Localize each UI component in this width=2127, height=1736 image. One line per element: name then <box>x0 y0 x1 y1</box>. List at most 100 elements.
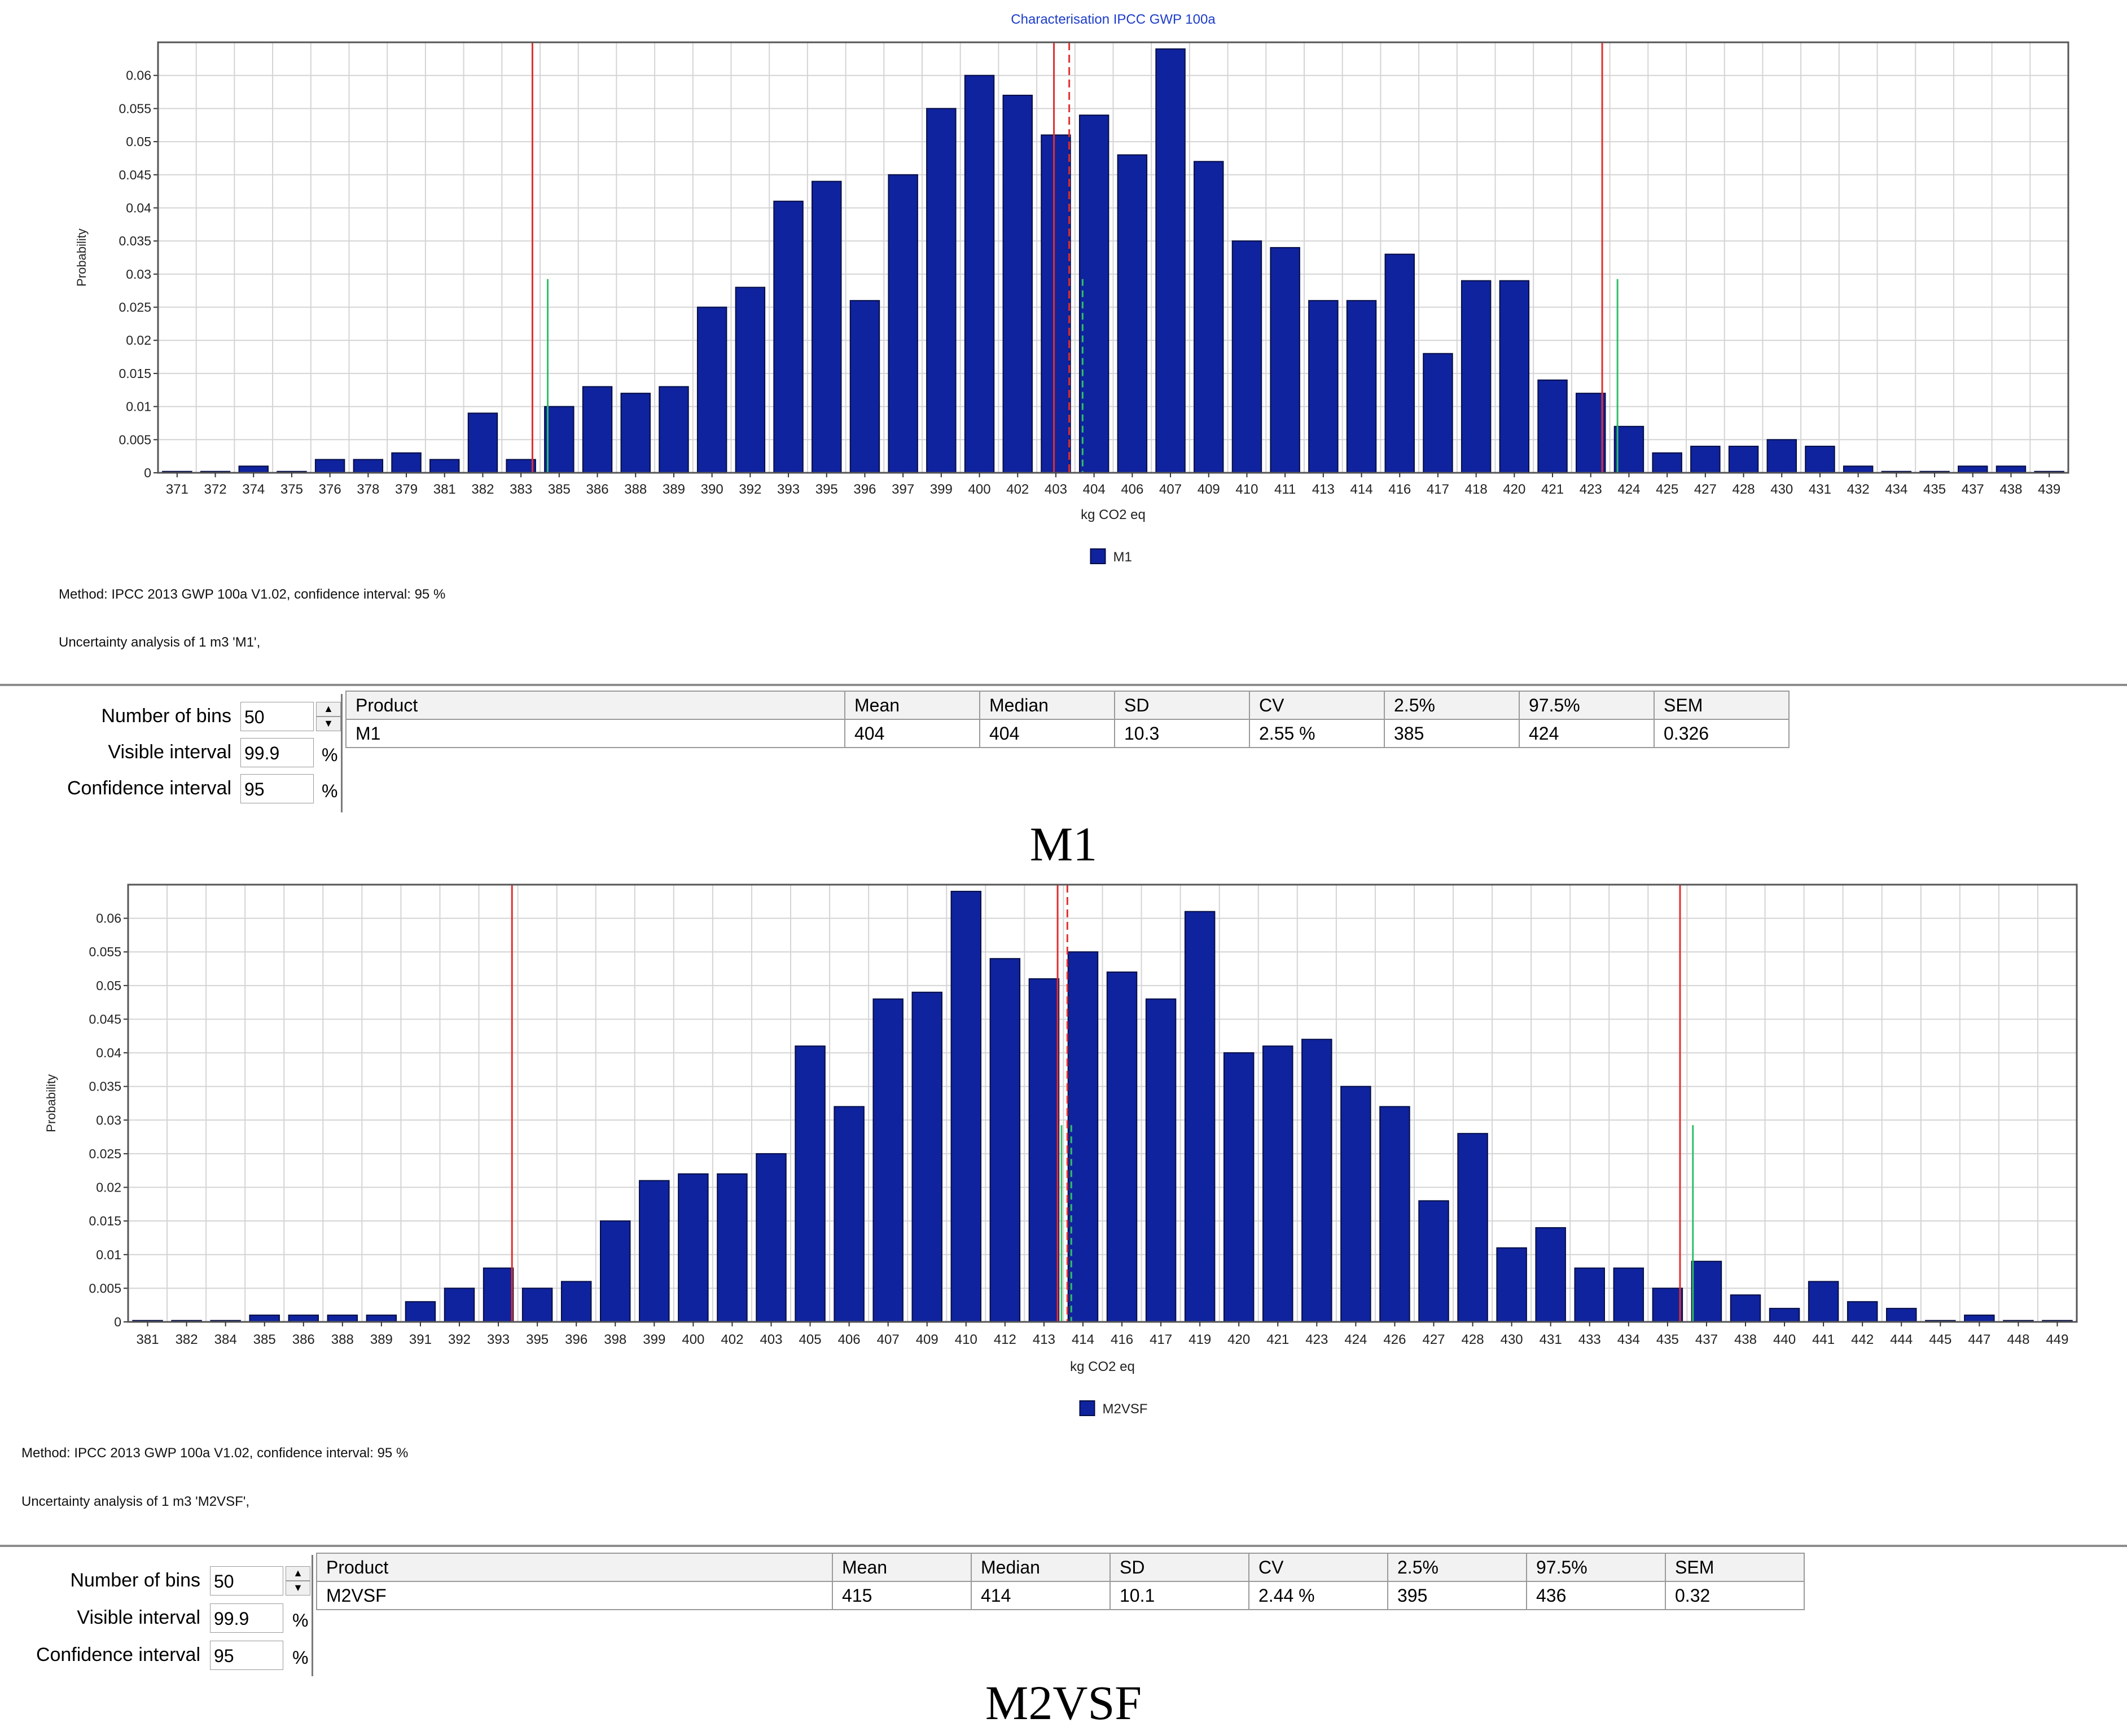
x-tick-label: 379 <box>395 482 418 497</box>
bar <box>521 1287 553 1323</box>
x-tick-label: 431 <box>1809 482 1831 497</box>
visible-pct-m1: % <box>322 745 338 765</box>
stats-table-m2vsf: Product Mean Median SD CV 2.5% 97.5% SEM… <box>316 1553 1805 1610</box>
bins-input-m2vsf[interactable]: 50 <box>210 1566 283 1596</box>
y-tick-label: 0.015 <box>89 1214 121 1228</box>
y-tick-label: 0.035 <box>89 1079 121 1094</box>
bar <box>1002 94 1033 473</box>
analysis-text-m1: Uncertainty analysis of 1 m3 'M1', <box>59 635 261 650</box>
x-tick-label: 440 <box>1773 1332 1796 1347</box>
y-tick-label: 0 <box>144 465 151 480</box>
bar <box>391 452 422 473</box>
bar <box>926 108 957 473</box>
confidence-label-m1: Confidence interval <box>67 777 231 799</box>
y-tick-label: 0.055 <box>119 101 151 116</box>
table-row[interactable]: M2VSF 415 414 10.1 2.44 % 395 436 0.32 <box>316 1581 1805 1610</box>
confidence-input-m1[interactable]: 95 <box>240 774 314 803</box>
y-tick-label: 0.01 <box>126 399 151 414</box>
cell-sd: 10.1 <box>1109 1581 1249 1610</box>
bar <box>964 74 995 473</box>
confidence-pct-m2vsf: % <box>292 1647 309 1668</box>
bins-spin-up-m2vsf[interactable]: ▲ <box>286 1566 310 1581</box>
bar <box>1384 253 1415 473</box>
x-tick-label: 448 <box>2007 1332 2029 1347</box>
x-tick-label: 432 <box>1847 482 1870 497</box>
bar <box>1423 353 1453 474</box>
bar <box>1379 1106 1410 1322</box>
bins-input-m1[interactable]: 50 <box>240 702 314 731</box>
bins-spin-up-m1[interactable]: ▲ <box>316 702 341 717</box>
x-tick-label: 411 <box>1274 482 1296 497</box>
x-tick-label: 390 <box>701 482 723 497</box>
col-p97-5: 97.5% <box>1526 1553 1666 1582</box>
bar <box>1184 911 1216 1322</box>
method-text-m2vsf: Method: IPCC 2013 GWP 100a V1.02, confid… <box>21 1445 409 1461</box>
bar <box>773 200 804 473</box>
x-tick-label: 420 <box>1503 482 1525 497</box>
bar <box>1730 1294 1761 1322</box>
confidence-input-m2vsf[interactable]: 95 <box>210 1641 283 1670</box>
x-tick-label: 439 <box>2038 482 2060 497</box>
cell-p2-5: 385 <box>1384 719 1520 748</box>
cell-product: M1 <box>345 719 845 748</box>
cell-p2-5: 395 <box>1387 1581 1527 1610</box>
y-tick-label: 0.06 <box>126 68 151 83</box>
controls-divider-m2vsf <box>312 1555 313 1676</box>
cell-p97-5: 424 <box>1519 719 1655 748</box>
table-row[interactable]: M1 404 404 10.3 2.55 % 385 424 0.326 <box>345 719 1790 748</box>
x-tick-label: 430 <box>1770 482 1793 497</box>
bar <box>288 1315 319 1322</box>
legend-swatch <box>1079 1400 1095 1416</box>
x-tick-label: 406 <box>1121 482 1143 497</box>
x-tick-label: 430 <box>1501 1332 1523 1347</box>
y-tick-label: 0.03 <box>96 1113 121 1127</box>
x-tick-label: 435 <box>1656 1332 1679 1347</box>
x-tick-label: 382 <box>471 482 494 497</box>
visible-input-m2vsf[interactable]: 99.9 <box>210 1603 283 1633</box>
col-product: Product <box>345 691 845 720</box>
plot-frame <box>127 884 2078 1323</box>
col-sd: SD <box>1109 1553 1249 1582</box>
visible-label-m1: Visible interval <box>108 741 231 763</box>
bar <box>1041 134 1071 474</box>
bar <box>1155 48 1186 473</box>
bar <box>366 1315 397 1322</box>
bar <box>756 1153 787 1322</box>
x-tick-label: 402 <box>1006 482 1029 497</box>
visible-input-m1[interactable]: 99.9 <box>240 738 314 767</box>
y-tick-label: 0.025 <box>119 300 151 315</box>
x-tick-label: 389 <box>663 482 685 497</box>
x-tick-label: 427 <box>1422 1332 1445 1347</box>
bins-spin-down-m2vsf[interactable]: ▼ <box>286 1581 310 1596</box>
bar <box>812 181 842 473</box>
bar <box>1223 1052 1255 1322</box>
cell-sd: 10.3 <box>1114 719 1250 748</box>
chart-title: Characterisation IPCC GWP 100a <box>1011 12 1216 27</box>
y-tick-label: 0.005 <box>89 1281 121 1295</box>
x-tick-label: 396 <box>565 1332 587 1347</box>
x-tick-label: 444 <box>1890 1332 1913 1347</box>
x-tick-label: 383 <box>510 482 532 497</box>
col-median: Median <box>971 1553 1111 1582</box>
cell-mean: 415 <box>832 1581 972 1610</box>
x-tick-label: 385 <box>548 482 571 497</box>
bar <box>429 459 460 473</box>
bar <box>1576 393 1606 474</box>
bar <box>1766 439 1797 473</box>
bar <box>1461 280 1492 473</box>
bar <box>314 459 345 473</box>
col-p2-5: 2.5% <box>1387 1553 1527 1582</box>
x-tick-label: 391 <box>409 1332 432 1347</box>
bar <box>353 459 384 473</box>
x-tick-label: 412 <box>994 1332 1016 1347</box>
x-tick-label: 385 <box>253 1332 276 1347</box>
x-tick-label: 413 <box>1033 1332 1055 1347</box>
bar <box>1194 161 1224 473</box>
bins-spin-down-m1[interactable]: ▼ <box>316 717 341 731</box>
bar <box>1652 452 1682 473</box>
bar <box>582 386 613 474</box>
bar <box>717 1173 748 1322</box>
legend-swatch <box>1090 548 1106 564</box>
x-tick-label: 372 <box>204 482 227 497</box>
bar <box>1964 1315 1995 1322</box>
